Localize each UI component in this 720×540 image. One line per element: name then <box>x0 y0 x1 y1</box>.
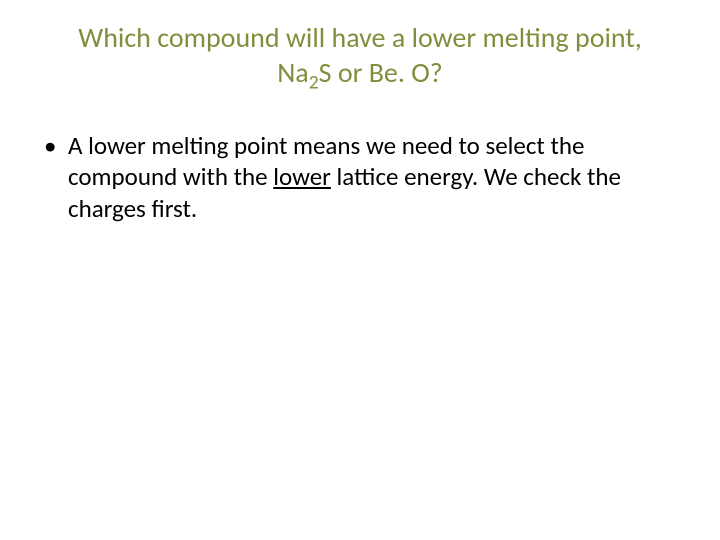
list-item: A lower melting point means we need to s… <box>40 130 660 224</box>
slide-title: Which compound will have a lower melting… <box>60 20 660 90</box>
bullet-list: A lower melting point means we need to s… <box>40 130 660 224</box>
title-subscript: 2 <box>309 71 319 95</box>
slide: Which compound will have a lower melting… <box>0 0 720 540</box>
slide-body: A lower melting point means we need to s… <box>40 130 660 236</box>
title-suffix: S or Be. O? <box>319 55 443 90</box>
bullet-text-underlined: lower <box>273 161 331 192</box>
